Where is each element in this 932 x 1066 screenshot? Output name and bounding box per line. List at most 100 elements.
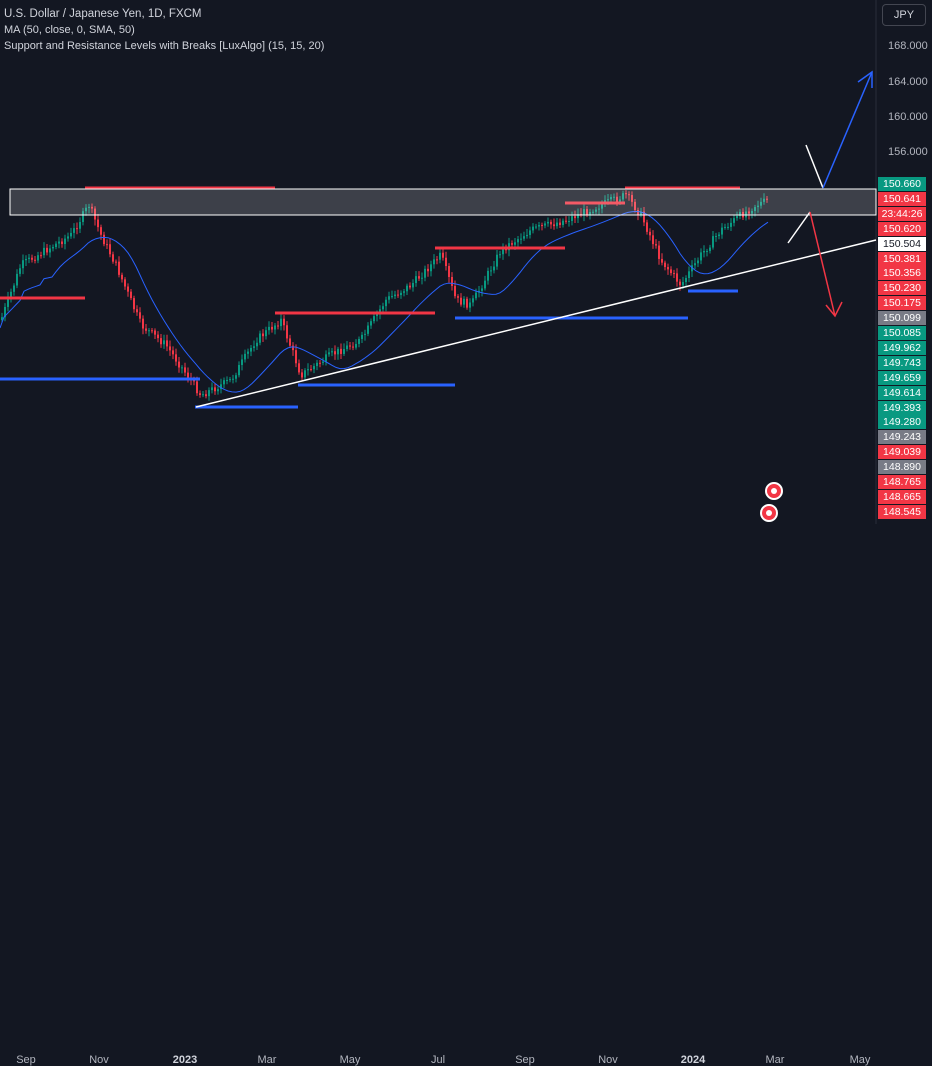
candle-body (265, 330, 267, 337)
candle-body (235, 375, 237, 379)
candle-body (718, 234, 720, 237)
candle-body (244, 353, 246, 360)
candle-body (145, 328, 147, 331)
candle-body (598, 208, 600, 210)
price-tag: 148.890 (878, 460, 926, 475)
candle-body (286, 325, 288, 339)
candle-body (535, 226, 537, 228)
candle-body (160, 338, 162, 345)
candle-body (586, 209, 588, 215)
economic-event-icon[interactable] (760, 504, 778, 522)
candle-body (643, 211, 645, 223)
candle-body (517, 239, 519, 243)
candle-body (412, 282, 414, 288)
candle-body (262, 333, 264, 337)
candle-body (211, 387, 213, 391)
price-chart[interactable] (0, 0, 932, 550)
candle-body (187, 372, 189, 379)
candle-body (76, 228, 78, 230)
candle-body (688, 271, 690, 279)
economic-event-icon[interactable] (765, 482, 783, 500)
ma-indicator-label[interactable]: MA (50, close, 0, SMA, 50) (4, 24, 135, 36)
candle-body (325, 354, 327, 362)
candle-body (337, 348, 339, 355)
candle-body (13, 285, 15, 292)
candle-body (130, 291, 132, 299)
candle-body (676, 273, 678, 282)
candle-body (352, 346, 354, 348)
candle-body (493, 266, 495, 271)
candle-body (703, 251, 705, 253)
candle-body (601, 204, 603, 209)
candle-body (496, 254, 498, 267)
candle-body (61, 241, 63, 245)
candle-body (196, 381, 198, 394)
candle-body (283, 318, 285, 326)
candle-body (22, 260, 24, 269)
candle-body (214, 387, 216, 392)
candle-body (589, 212, 591, 215)
candle-body (31, 257, 33, 260)
price-tag: 150.504 (878, 236, 926, 251)
candle-body (766, 198, 768, 200)
symbol-title[interactable]: U.S. Dollar / Japanese Yen, 1D, FXCM (4, 8, 202, 20)
candle-body (328, 352, 330, 355)
time-axis[interactable]: Sep Nov 2023 Mar May Jul Sep Nov 2024 Ma… (0, 524, 876, 1066)
price-tag: 150.230 (878, 281, 926, 296)
candle-body (556, 222, 558, 227)
candle-body (100, 227, 102, 235)
candle-body (379, 309, 381, 314)
candle-body (217, 389, 219, 392)
candle-body (202, 394, 204, 396)
candle-body (85, 207, 87, 212)
candle-body (409, 285, 411, 288)
candle-body (304, 370, 306, 378)
candle-body (559, 222, 561, 225)
candle-body (70, 232, 72, 237)
bearish-arrow-head (825, 301, 843, 318)
candle-body (706, 250, 708, 252)
currency-button[interactable]: JPY (882, 4, 926, 26)
moving-average-line (0, 210, 769, 393)
candle-body (37, 255, 39, 261)
candle-body (310, 369, 312, 371)
candle-body (607, 199, 609, 201)
sr-indicator-label[interactable]: Support and Resistance Levels with Break… (4, 40, 325, 52)
candle-body (268, 326, 270, 331)
candle-body (613, 196, 615, 198)
candle-body (193, 380, 195, 382)
candle-body (514, 242, 516, 245)
price-tag: 150.175 (878, 296, 926, 311)
candle-body (529, 230, 531, 235)
candle-body (751, 210, 753, 214)
candle-body (646, 222, 648, 232)
candle-body (727, 226, 729, 228)
time-axis-label: May (339, 1054, 361, 1066)
candle-body (520, 238, 522, 240)
price-tag: 148.545 (878, 504, 926, 519)
candle-body (346, 345, 348, 350)
candle-body (133, 298, 135, 310)
candle-body (667, 267, 669, 270)
candle-body (4, 306, 6, 318)
projection-line (787, 211, 811, 244)
candle-body (355, 343, 357, 348)
candle-body (631, 195, 633, 202)
candle-body (154, 330, 156, 335)
candle-body (109, 244, 111, 255)
price-tag: 149.614 (878, 385, 926, 400)
candle-body (370, 321, 372, 326)
candle-body (172, 350, 174, 355)
candle-body (448, 266, 450, 277)
candle-body (658, 245, 660, 259)
candle-body (157, 334, 159, 339)
candle-body (364, 333, 366, 335)
candle-body (94, 208, 96, 220)
candle-body (475, 292, 477, 299)
candle-body (733, 218, 735, 223)
candle-body (439, 252, 441, 260)
candle-body (19, 268, 21, 274)
candle-body (415, 276, 417, 283)
candle-body (34, 259, 36, 261)
candle-body (208, 390, 210, 397)
